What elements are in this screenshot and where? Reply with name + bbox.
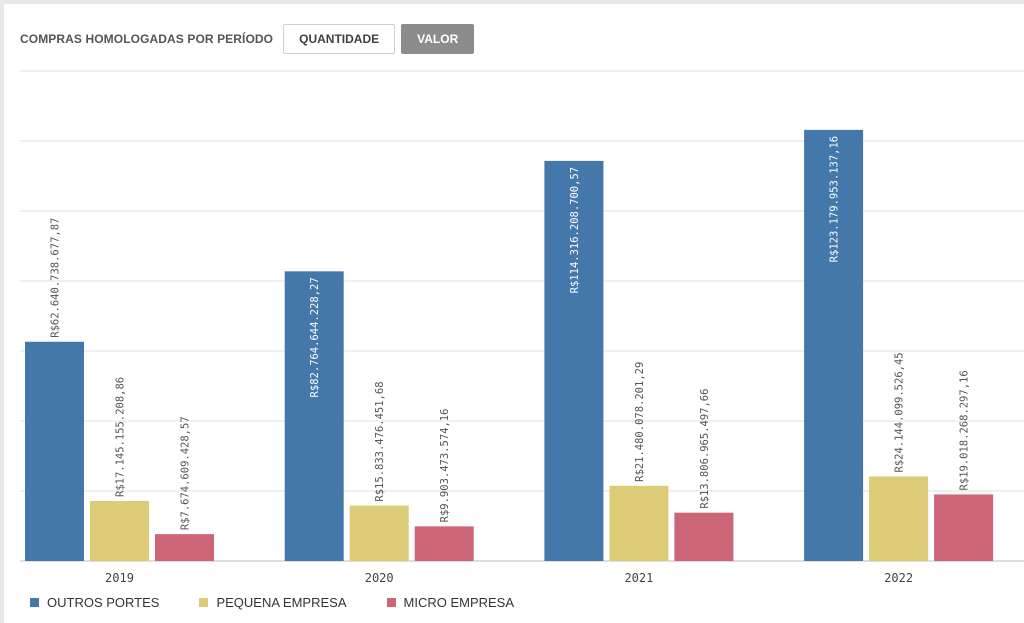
legend-item-micro-empresa[interactable]: MICRO EMPRESA xyxy=(386,595,515,610)
x-tick-label-2022: 2022 xyxy=(884,571,913,585)
bar-outros-portes-2021[interactable] xyxy=(544,160,604,562)
data-label-pequena-empresa-2019: R$17.145.155.208,86 xyxy=(115,377,127,497)
bar-micro-empresa-2019[interactable] xyxy=(155,534,214,561)
legend-swatch-outros-portes xyxy=(30,598,39,607)
legend-item-outros-portes[interactable]: OUTROS PORTES xyxy=(30,595,159,610)
data-label-outros-portes-2020: R$82.764.644.228,27 xyxy=(309,277,321,397)
bar-pequena-empresa-2021[interactable] xyxy=(609,485,669,561)
data-label-pequena-empresa-2022: R$24.144.099.526,45 xyxy=(894,352,906,472)
bar-micro-empresa-2020[interactable] xyxy=(414,526,474,561)
x-tick-label-2021: 2021 xyxy=(624,571,653,585)
bar-outros-portes-2022[interactable] xyxy=(804,129,864,561)
legend-label-pequena-empresa: PEQUENA EMPRESA xyxy=(216,595,347,610)
data-label-micro-empresa-2021: R$13.806.965.497,66 xyxy=(699,389,711,509)
chart-title: COMPRAS HOMOLOGADAS POR PERÍODO xyxy=(20,32,274,46)
legend: OUTROS PORTES PEQUENA EMPRESA MICRO EMPR… xyxy=(30,595,554,610)
bar-pequena-empresa-2020[interactable] xyxy=(349,505,409,561)
bar-outros-portes-2019[interactable] xyxy=(25,341,84,561)
data-label-pequena-empresa-2020: R$15.833.476.451,68 xyxy=(374,381,386,501)
data-label-outros-portes-2022: R$123.179.953.137,16 xyxy=(829,136,841,262)
bar-micro-empresa-2021[interactable] xyxy=(674,512,734,561)
quantidade-button[interactable]: QUANTIDADE xyxy=(283,24,396,54)
bar-pequena-empresa-2019[interactable] xyxy=(90,500,149,561)
legend-item-pequena-empresa[interactable]: PEQUENA EMPRESA xyxy=(199,595,347,610)
bar-pequena-empresa-2022[interactable] xyxy=(869,476,929,561)
legend-swatch-micro-empresa xyxy=(386,598,396,607)
chart-header: COMPRAS HOMOLOGADAS POR PERÍODO QUANTIDA… xyxy=(20,23,480,55)
legend-label-micro-empresa: MICRO EMPRESA xyxy=(403,595,515,610)
bar-outros-portes-2020[interactable] xyxy=(284,271,344,561)
x-tick-label-2020: 2020 xyxy=(365,571,394,585)
data-label-micro-empresa-2022: R$19.018.268.297,16 xyxy=(959,370,971,490)
x-tick-label-2019: 2019 xyxy=(105,571,134,585)
valor-button[interactable]: VALOR xyxy=(401,24,475,54)
bar-micro-empresa-2022[interactable] xyxy=(934,494,994,561)
data-label-micro-empresa-2020: R$9.903.473.574,16 xyxy=(439,409,451,523)
data-label-micro-empresa-2019: R$7.674.609.428,57 xyxy=(180,416,192,530)
data-label-pequena-empresa-2021: R$21.480.078.201,29 xyxy=(634,362,646,482)
legend-swatch-pequena-empresa xyxy=(199,598,209,607)
data-label-outros-portes-2019: R$62.640.738.677,87 xyxy=(50,218,62,338)
legend-label-outros-portes: OUTROS PORTES xyxy=(47,595,160,610)
data-label-outros-portes-2021: R$114.316.208.700,57 xyxy=(569,167,581,293)
